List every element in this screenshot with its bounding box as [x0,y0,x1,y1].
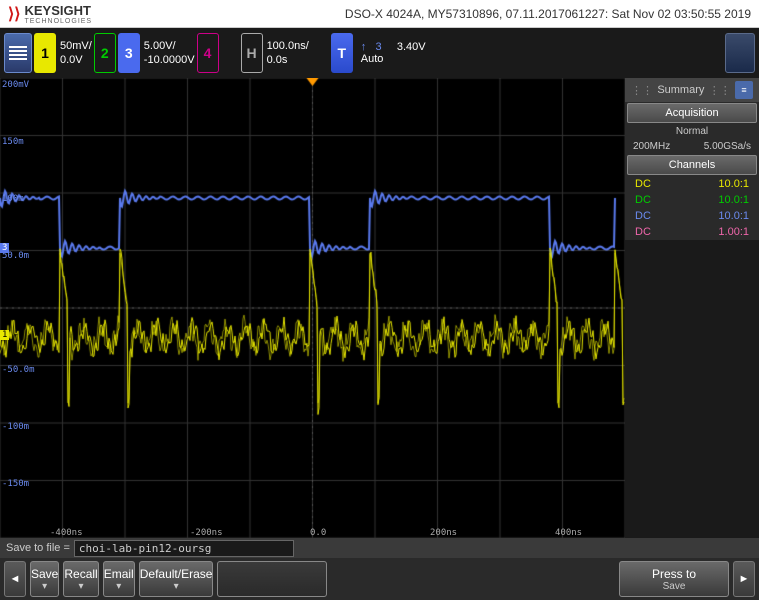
channel-4-control[interactable]: 4 [197,33,219,73]
brand-logo: ⟩⟩ KEYSIGHT TECHNOLOGIES [8,3,92,25]
softkey-line2: Save [663,581,686,592]
channel-2-control[interactable]: 2 [94,33,116,73]
softkey-bar: ◄ Save▾Recall▾Email▾Default/Erase▾ Press… [0,558,759,600]
x-axis-label: 400ns [555,528,582,538]
softkey-empty [217,561,327,597]
drag-handle-icon: ⋮⋮ [709,84,731,97]
horizontal-badge: H [241,33,263,73]
keysight-icon: ⟩⟩ [8,4,20,24]
next-page-button[interactable]: ► [733,561,755,597]
x-axis-label: -200ns [190,528,223,538]
ch3-ground-marker: 3 [0,243,9,253]
acquisition-button[interactable]: Acquisition [627,103,757,123]
channel-2-badge: 2 [94,33,116,73]
summary-header[interactable]: ⋮⋮ Summary ⋮⋮ ≡ [625,78,759,102]
press-to-save-button[interactable]: Press to Save [619,561,729,597]
ch3-scale: 5.00V/ [144,39,195,53]
trigger-channel: 3 [375,41,381,53]
waveform-display[interactable]: 200mV150m100m50.0m-50.0m-100m-150m -400n… [0,78,625,538]
panel-empty-area [625,240,759,538]
acquisition-rate-row: 200MHz 5.00GSa/s [625,139,759,154]
save-label: Save to file = [6,542,70,554]
ch1-ground-marker: 1 [0,330,9,340]
channel-settings-bar: 1 50mV/ 0.0V 2 3 5.00V/ -10.0000V 4 H 10… [0,28,759,78]
channel-4-badge: 4 [197,33,219,73]
header-bar: ⟩⟩ KEYSIGHT TECHNOLOGIES DSO-X 4024A, MY… [0,0,759,28]
channel-3-control[interactable]: 3 5.00V/ -10.0000V [118,33,195,73]
trigger-mode: Auto [361,53,426,65]
horizontal-control[interactable]: H 100.0ns/ 0.0s [241,33,309,73]
prev-page-button[interactable]: ◄ [4,561,26,597]
brand-subtitle: TECHNOLOGIES [24,18,92,25]
x-axis-label: 200ns [430,528,457,538]
channels-button[interactable]: Channels [627,155,757,175]
bandwidth-value: 200MHz [633,141,670,152]
channel-3-badge: 3 [118,33,140,73]
save-file-bar: Save to file = [0,538,759,558]
summary-title: Summary [657,84,704,96]
channel-summary-row: DC10.0:1 [625,208,759,224]
main-menu-button[interactable] [4,33,32,73]
x-axis-label: 0.0 [310,528,326,538]
main-display-area: 200mV150m100m50.0m-50.0m-100m-150m -400n… [0,78,759,538]
y-axis-label: 100m [2,194,24,204]
defaulterase-button[interactable]: Default/Erase▾ [139,561,214,597]
trigger-control[interactable]: T ↑ 3 3.40V Auto [331,33,426,73]
ch3-offset: -10.0000V [144,53,195,67]
sample-rate-value: 5.00GSa/s [704,141,751,152]
y-axis-label: -50.0m [2,365,35,375]
channel-summary-row: DC10.0:1 [625,192,759,208]
horiz-delay: 0.0s [267,53,309,67]
panel-menu-button[interactable]: ≡ [735,81,753,99]
email-button[interactable]: Email▾ [103,561,135,597]
device-info: DSO-X 4024A, MY57310896, 07.11.201706122… [345,7,751,21]
channel-1-control[interactable]: 1 50mV/ 0.0V [34,33,92,73]
recall-button[interactable]: Recall▾ [63,561,98,597]
ch1-scale: 50mV/ [60,39,92,53]
y-axis-label: -100m [2,422,29,432]
save-button[interactable]: Save▾ [30,561,59,597]
channel-summary-row: DC1.00:1 [625,224,759,240]
channel-1-badge: 1 [34,33,56,73]
waveform-canvas [0,78,625,538]
horiz-scale: 100.0ns/ [267,39,309,53]
softkey-line1: Press to [652,567,696,581]
y-axis-label: 200mV [2,80,29,90]
x-axis-label: -400ns [50,528,83,538]
channel-summary-row: DC10.0:1 [625,176,759,192]
trigger-edge-icon: ↑ [361,41,367,53]
brand-name: KEYSIGHT [24,3,92,18]
filename-input[interactable] [74,540,294,557]
ch1-offset: 0.0V [60,53,92,67]
acquisition-mode: Normal [625,124,759,139]
drag-handle-icon: ⋮⋮ [631,84,653,97]
trigger-level: 3.40V [397,41,426,53]
summary-panel: ⋮⋮ Summary ⋮⋮ ≡ Acquisition Normal 200MH… [625,78,759,538]
y-axis-label: 150m [2,137,24,147]
trigger-badge: T [331,33,353,73]
zone-trigger-button[interactable] [725,33,755,73]
y-axis-label: -150m [2,479,29,489]
